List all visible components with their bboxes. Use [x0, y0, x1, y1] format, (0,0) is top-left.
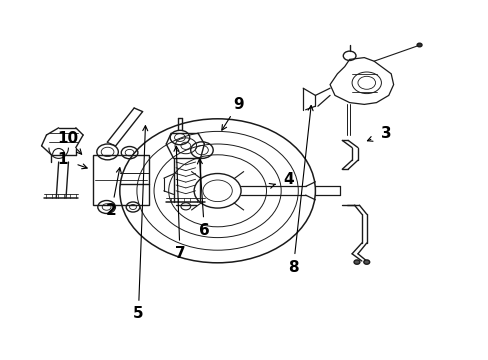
Text: 3: 3	[380, 126, 391, 141]
Circle shape	[363, 260, 369, 264]
Text: 5: 5	[133, 306, 143, 321]
Text: 7: 7	[174, 246, 185, 261]
Text: 8: 8	[287, 260, 298, 275]
Text: 2: 2	[106, 203, 117, 218]
Text: 1: 1	[57, 152, 67, 167]
Text: 10: 10	[57, 131, 78, 146]
Circle shape	[353, 260, 359, 264]
Text: 6: 6	[199, 223, 209, 238]
Text: 4: 4	[283, 172, 293, 188]
Circle shape	[416, 43, 421, 47]
Text: 9: 9	[232, 97, 243, 112]
